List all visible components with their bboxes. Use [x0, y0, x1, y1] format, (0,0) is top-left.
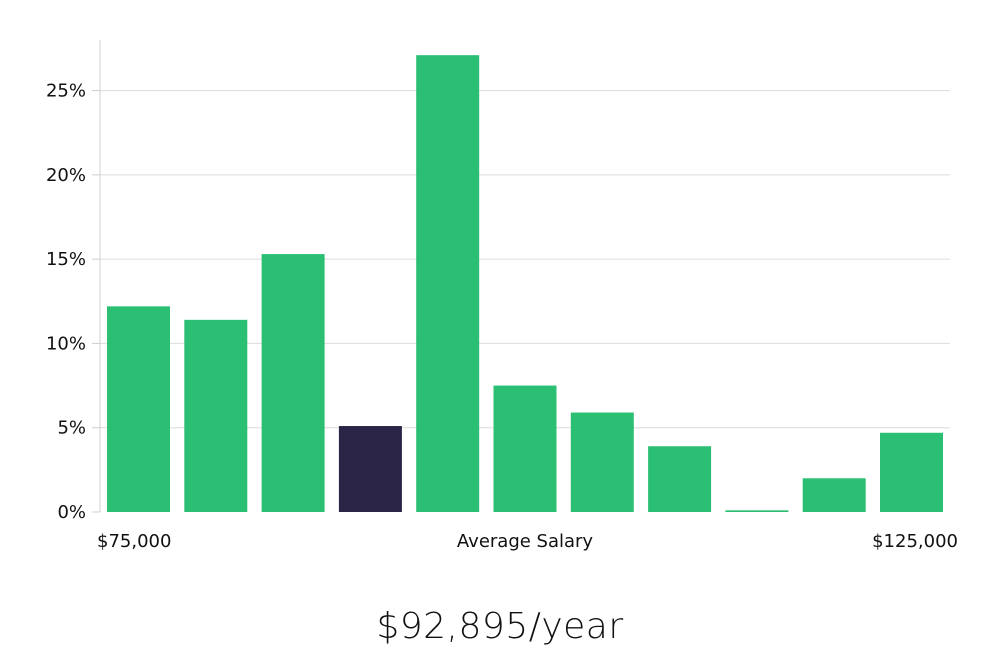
y-tick-label: 10% — [46, 333, 86, 354]
y-axis-ticks: 0% 5% 10% 15% 20% 25% — [46, 81, 100, 523]
bar — [416, 55, 480, 513]
y-tick-label: 0% — [57, 502, 86, 523]
bar-highlighted — [338, 426, 402, 512]
average-salary-value: $92,895/year — [376, 606, 624, 647]
y-tick-label: 15% — [46, 249, 86, 270]
bar — [880, 432, 943, 512]
salary-histogram: 0%5%10%15%20%25% $75,000 Average Salary … — [46, 40, 958, 552]
x-label-max: $125,000 — [872, 531, 958, 552]
bar — [184, 319, 248, 512]
bars — [107, 55, 943, 513]
bar — [725, 510, 789, 512]
y-tick-label: 25% — [46, 81, 86, 102]
bar — [107, 306, 170, 512]
y-tick-label: 5% — [57, 418, 86, 439]
bar — [493, 385, 557, 512]
y-tick-label: 20% — [46, 165, 86, 186]
x-label-center: Average Salary — [457, 531, 594, 552]
bar — [570, 412, 634, 512]
bar — [261, 254, 325, 513]
bar — [802, 478, 866, 512]
bar — [648, 446, 712, 512]
x-label-min: $75,000 — [97, 531, 171, 552]
